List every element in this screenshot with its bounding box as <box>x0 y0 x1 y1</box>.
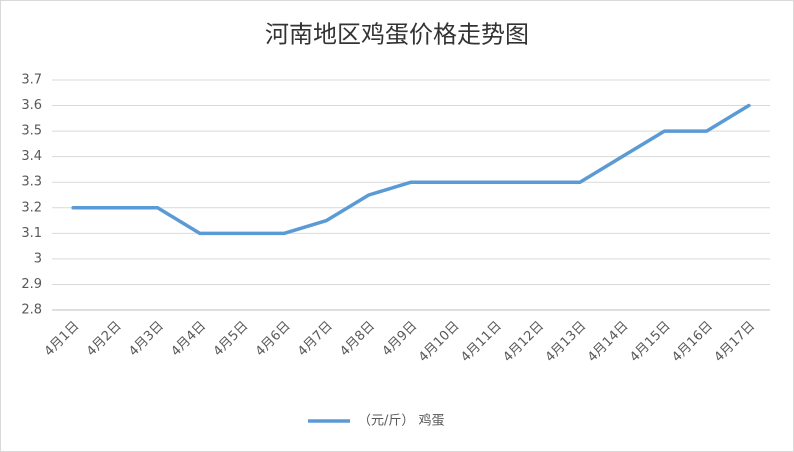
y-tick-label: 3.5 <box>21 124 42 139</box>
y-tick-label: 3.6 <box>21 98 42 113</box>
y-tick-label: 3.2 <box>21 200 42 215</box>
legend-label: （元/斤） 鸡蛋 <box>358 413 445 429</box>
y-tick-label: 3.3 <box>21 175 42 190</box>
data-line <box>71 103 751 236</box>
y-tick-label: 2.8 <box>21 303 42 318</box>
y-tick-label: 3.1 <box>21 226 42 241</box>
y-tick-label: 3.4 <box>21 149 42 164</box>
y-tick-label: 3 <box>34 251 42 266</box>
chart-title: 河南地区鸡蛋价格走势图 <box>265 21 529 49</box>
y-tick-label: 3.7 <box>21 73 42 88</box>
y-tick-label: 2.9 <box>21 277 42 292</box>
